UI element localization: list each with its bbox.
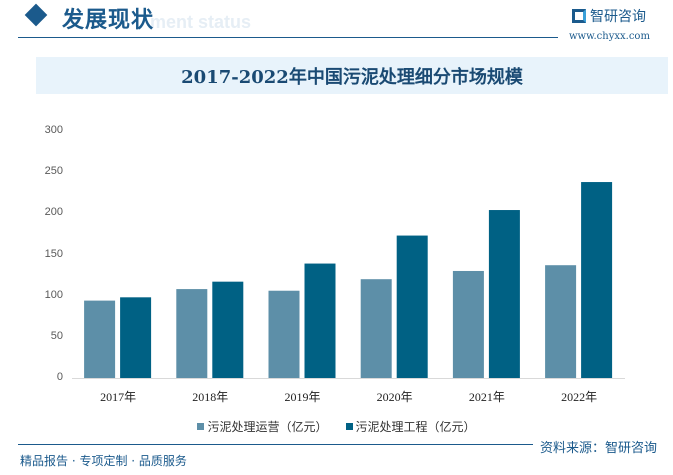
y-tick-label: 200 bbox=[44, 206, 63, 219]
bar-engineering-2017年 bbox=[120, 297, 152, 378]
bar-operation-2021年 bbox=[452, 270, 484, 378]
logo-icon bbox=[572, 9, 586, 23]
bar-operation-2018年 bbox=[176, 289, 208, 378]
bar-operation-2022年 bbox=[545, 265, 577, 378]
bar-engineering-2019年 bbox=[304, 263, 336, 378]
y-tick-label: 50 bbox=[50, 329, 63, 342]
x-tick-label: 2017年 bbox=[100, 390, 137, 404]
x-tick-label: 2018年 bbox=[192, 390, 229, 404]
slogan: 精品报告 · 专项定制 · 品质服务 bbox=[20, 454, 187, 468]
section-title: 发展现状 bbox=[62, 8, 155, 33]
y-tick-label: 150 bbox=[44, 247, 63, 260]
y-tick-label: 250 bbox=[44, 165, 63, 178]
bar-engineering-2018年 bbox=[212, 281, 244, 378]
bar-operation-2019年 bbox=[268, 290, 300, 378]
bar-engineering-2021年 bbox=[488, 210, 520, 378]
bar-engineering-2020年 bbox=[396, 235, 428, 378]
legend-label: 污泥处理运营（亿元） bbox=[207, 420, 328, 434]
x-tick-label: 2020年 bbox=[376, 390, 413, 404]
bar-engineering-2022年 bbox=[581, 182, 613, 378]
legend-item-engineering: 污泥处理工程（亿元） bbox=[345, 418, 476, 435]
source-note: 资料来源：智研咨询 bbox=[540, 441, 658, 456]
bar-operation-2020年 bbox=[360, 279, 392, 378]
site-url: www.chyxx.com bbox=[569, 31, 650, 42]
x-tick-label: 2022年 bbox=[561, 390, 598, 404]
legend-label: 污泥处理工程（亿元） bbox=[355, 420, 476, 434]
chart-title: 2017-2022年中国污泥处理细分市场规模 bbox=[181, 67, 523, 88]
y-tick-label: 100 bbox=[44, 288, 63, 301]
y-tick-label: 300 bbox=[44, 124, 63, 136]
ghost-subtitle: ment status bbox=[150, 12, 252, 32]
brand-logo: 智研咨询 bbox=[572, 6, 646, 26]
brand-name: 智研咨询 bbox=[590, 9, 646, 25]
x-tick-label: 2021年 bbox=[468, 390, 505, 404]
title-band bbox=[36, 57, 668, 94]
divider bbox=[18, 37, 558, 38]
x-tick-label: 2019年 bbox=[284, 390, 321, 404]
y-tick-label: 0 bbox=[56, 371, 63, 383]
divider bbox=[18, 444, 533, 445]
legend-swatch bbox=[197, 423, 205, 430]
bar-operation-2017年 bbox=[84, 300, 116, 378]
legend-item-operation: 污泥处理运营（亿元） bbox=[197, 418, 328, 435]
legend: 污泥处理运营（亿元） 污泥处理工程（亿元） bbox=[0, 418, 673, 435]
legend-swatch bbox=[345, 423, 353, 430]
